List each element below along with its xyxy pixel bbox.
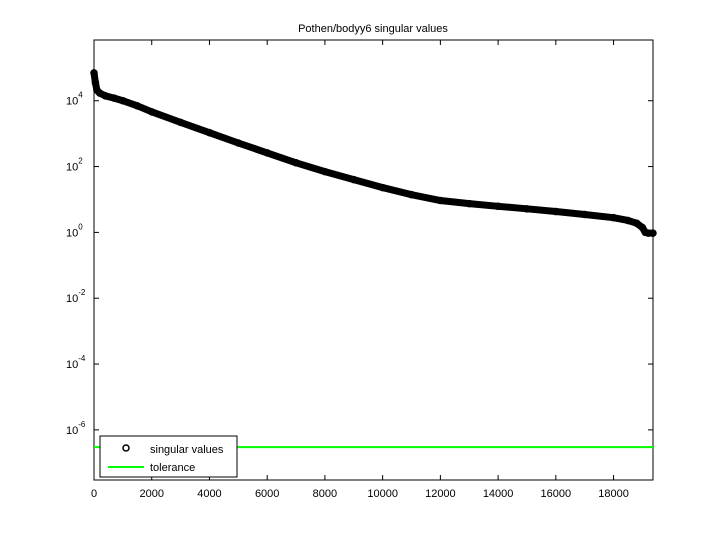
marker bbox=[624, 216, 632, 225]
x-tick-label: 2000 bbox=[139, 488, 163, 500]
marker bbox=[101, 92, 110, 100]
x-tick-label: 0 bbox=[91, 488, 97, 500]
marker bbox=[133, 102, 142, 110]
x-tick-label: 12000 bbox=[425, 488, 456, 500]
legend-label: singular values bbox=[150, 444, 224, 456]
x-tick-label: 6000 bbox=[255, 488, 279, 500]
marker bbox=[91, 79, 100, 87]
marker bbox=[96, 89, 104, 97]
chart-title: Pothen/bodyy6 singular values bbox=[298, 23, 448, 35]
marker bbox=[110, 94, 118, 102]
marker bbox=[494, 202, 502, 211]
marker bbox=[205, 128, 214, 137]
marker bbox=[436, 196, 445, 205]
y-tick-label: 10-4 bbox=[66, 354, 86, 371]
marker bbox=[378, 183, 387, 192]
y-tick-label: 10-6 bbox=[66, 420, 86, 437]
y-tick-label: 102 bbox=[66, 157, 83, 174]
marker bbox=[649, 229, 657, 237]
marker bbox=[350, 175, 358, 184]
marker bbox=[580, 210, 589, 219]
legend-marker bbox=[122, 444, 130, 452]
x-tick-label: 14000 bbox=[483, 488, 514, 500]
marker bbox=[632, 219, 641, 227]
marker bbox=[407, 190, 416, 199]
legend-box bbox=[99, 435, 238, 478]
x-tick-label: 18000 bbox=[598, 488, 629, 500]
x-tick-label: 16000 bbox=[541, 488, 572, 500]
marker bbox=[644, 229, 652, 237]
series-band bbox=[90, 69, 657, 237]
marker bbox=[465, 199, 473, 208]
legend-label: tolerance bbox=[150, 462, 195, 474]
marker bbox=[609, 213, 618, 222]
marker bbox=[552, 207, 560, 216]
marker bbox=[147, 108, 156, 116]
x-tick-label: 4000 bbox=[197, 488, 221, 500]
marker bbox=[263, 149, 271, 157]
plot-area bbox=[93, 39, 654, 481]
marker bbox=[176, 118, 185, 127]
marker bbox=[321, 167, 329, 176]
marker bbox=[234, 139, 243, 147]
y-tick-label: 10-2 bbox=[66, 288, 86, 305]
y-tick-label: 104 bbox=[66, 91, 83, 108]
x-tick-label: 10000 bbox=[367, 488, 398, 500]
x-tick-label: 8000 bbox=[313, 488, 337, 500]
marker bbox=[292, 159, 300, 167]
marker bbox=[90, 69, 98, 77]
marker bbox=[523, 205, 531, 213]
y-tick-label: 100 bbox=[66, 222, 83, 239]
marker bbox=[119, 96, 127, 105]
